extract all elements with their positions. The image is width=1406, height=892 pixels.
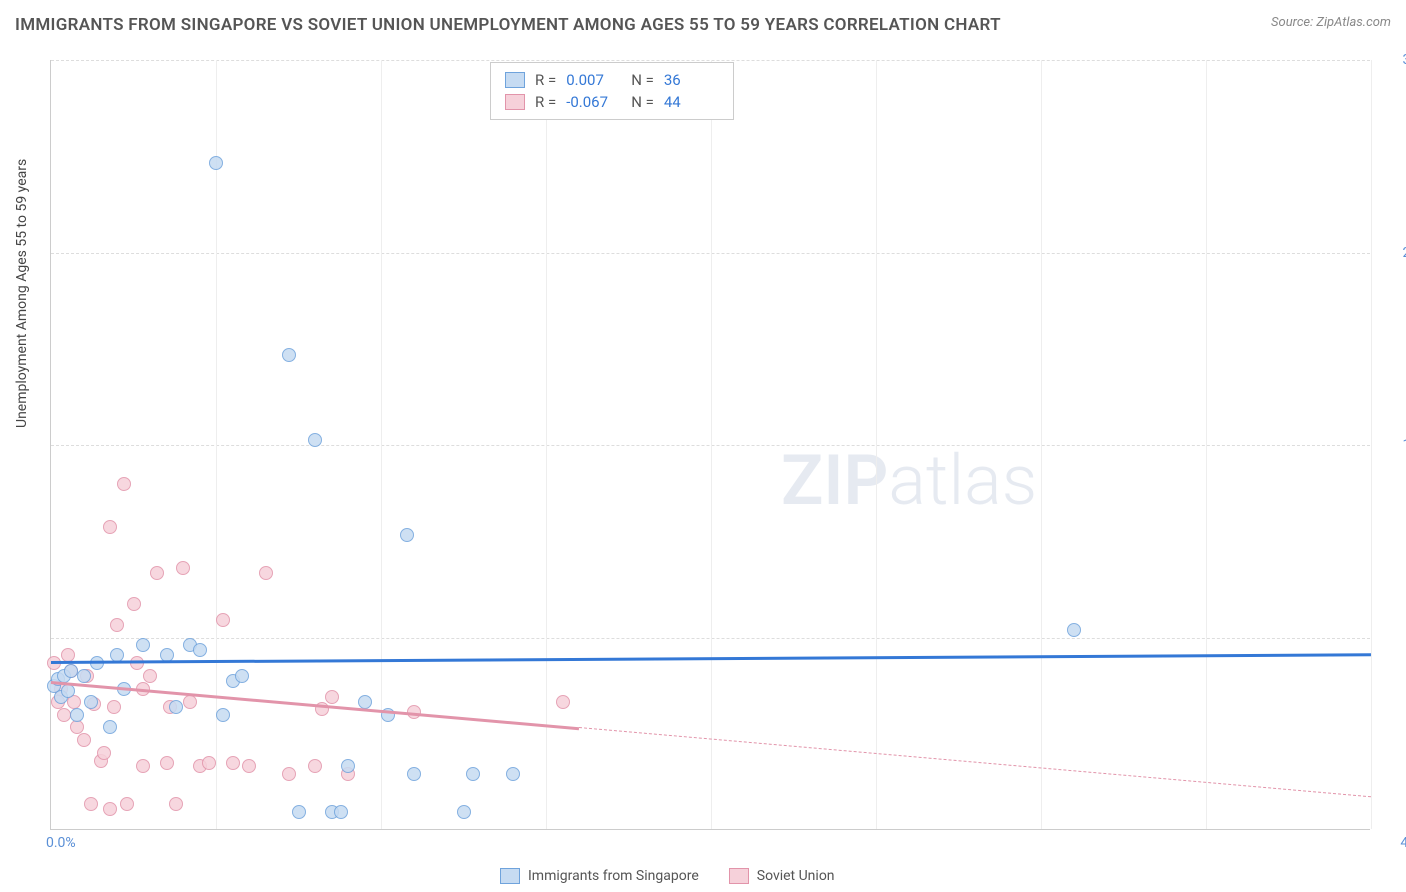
legend-label: Soviet Union bbox=[757, 868, 835, 884]
data-point bbox=[242, 759, 256, 773]
y-tick-label: 15.0% bbox=[1402, 437, 1406, 453]
data-point bbox=[176, 561, 190, 575]
data-point bbox=[506, 767, 520, 781]
data-point bbox=[308, 433, 322, 447]
data-point bbox=[1067, 623, 1081, 637]
data-point bbox=[556, 695, 570, 709]
data-point bbox=[466, 767, 480, 781]
data-point bbox=[216, 613, 230, 627]
data-point bbox=[209, 156, 223, 170]
data-point bbox=[127, 597, 141, 611]
data-point bbox=[308, 759, 322, 773]
n-value: 44 bbox=[664, 93, 719, 111]
data-point bbox=[64, 664, 78, 678]
y-tick-label: 30.0% bbox=[1402, 52, 1406, 68]
data-point bbox=[136, 759, 150, 773]
legend-swatch bbox=[505, 72, 525, 88]
data-point bbox=[117, 477, 131, 491]
data-point bbox=[84, 695, 98, 709]
data-point bbox=[103, 520, 117, 534]
n-value: 36 bbox=[664, 71, 719, 89]
data-point bbox=[160, 756, 174, 770]
n-label: N = bbox=[631, 93, 654, 111]
data-point bbox=[169, 797, 183, 811]
stats-row: R = -0.067 N = 44 bbox=[505, 91, 719, 113]
data-point bbox=[216, 708, 230, 722]
data-point bbox=[325, 690, 339, 704]
data-point bbox=[183, 695, 197, 709]
data-point bbox=[341, 759, 355, 773]
data-point bbox=[334, 805, 348, 819]
legend-item: Immigrants from Singapore bbox=[500, 868, 699, 884]
data-point bbox=[103, 802, 117, 816]
x-grid-line bbox=[711, 60, 712, 829]
r-value: -0.067 bbox=[566, 93, 621, 111]
data-point bbox=[77, 733, 91, 747]
data-point bbox=[226, 756, 240, 770]
y-axis-label: Unemployment Among Ages 55 to 59 years bbox=[14, 159, 30, 428]
x-tick-label: 4.0% bbox=[1400, 835, 1406, 851]
data-point bbox=[120, 797, 134, 811]
r-label: R = bbox=[535, 93, 556, 111]
data-point bbox=[103, 720, 117, 734]
data-point bbox=[107, 700, 121, 714]
data-point bbox=[169, 700, 183, 714]
data-point bbox=[110, 618, 124, 632]
data-point bbox=[70, 708, 84, 722]
data-point bbox=[84, 797, 98, 811]
data-point bbox=[235, 669, 249, 683]
r-value: 0.007 bbox=[566, 71, 621, 89]
x-grid-line bbox=[1206, 60, 1207, 829]
data-point bbox=[57, 708, 71, 722]
source-attribution: Source: ZipAtlas.com bbox=[1271, 15, 1391, 30]
legend-label: Immigrants from Singapore bbox=[528, 868, 699, 884]
data-point bbox=[282, 348, 296, 362]
x-grid-line bbox=[1041, 60, 1042, 829]
data-point bbox=[77, 669, 91, 683]
x-grid-line bbox=[876, 60, 877, 829]
y-tick-label: 22.5% bbox=[1402, 245, 1406, 261]
watermark: ZIPatlas bbox=[781, 440, 1037, 522]
data-point bbox=[407, 767, 421, 781]
trend-line bbox=[51, 681, 579, 730]
r-label: R = bbox=[535, 71, 556, 89]
legend-swatch bbox=[729, 868, 749, 884]
trend-line-dashed bbox=[579, 727, 1371, 797]
series-legend: Immigrants from Singapore Soviet Union bbox=[500, 868, 835, 884]
chart-title: IMMIGRANTS FROM SINGAPORE VS SOVIET UNIO… bbox=[15, 15, 1001, 35]
data-point bbox=[150, 566, 164, 580]
data-point bbox=[202, 756, 216, 770]
n-label: N = bbox=[631, 71, 654, 89]
x-tick-label: 0.0% bbox=[46, 835, 76, 851]
stats-row: R = 0.007 N = 36 bbox=[505, 69, 719, 91]
data-point bbox=[358, 695, 372, 709]
legend-item: Soviet Union bbox=[729, 868, 835, 884]
data-point bbox=[143, 669, 157, 683]
data-point bbox=[130, 656, 144, 670]
correlation-stats-legend: R = 0.007 N = 36 R = -0.067 N = 44 bbox=[490, 62, 734, 120]
legend-swatch bbox=[505, 94, 525, 110]
data-point bbox=[282, 767, 296, 781]
legend-swatch bbox=[500, 868, 520, 884]
data-point bbox=[136, 638, 150, 652]
data-point bbox=[457, 805, 471, 819]
data-point bbox=[292, 805, 306, 819]
data-point bbox=[61, 684, 75, 698]
data-point bbox=[97, 746, 111, 760]
data-point bbox=[259, 566, 273, 580]
scatter-plot: ZIPatlas 7.5%15.0%22.5%30.0%0.0%4.0% bbox=[50, 60, 1370, 830]
data-point bbox=[400, 528, 414, 542]
x-grid-line bbox=[1371, 60, 1372, 829]
x-grid-line bbox=[546, 60, 547, 829]
data-point bbox=[193, 643, 207, 657]
